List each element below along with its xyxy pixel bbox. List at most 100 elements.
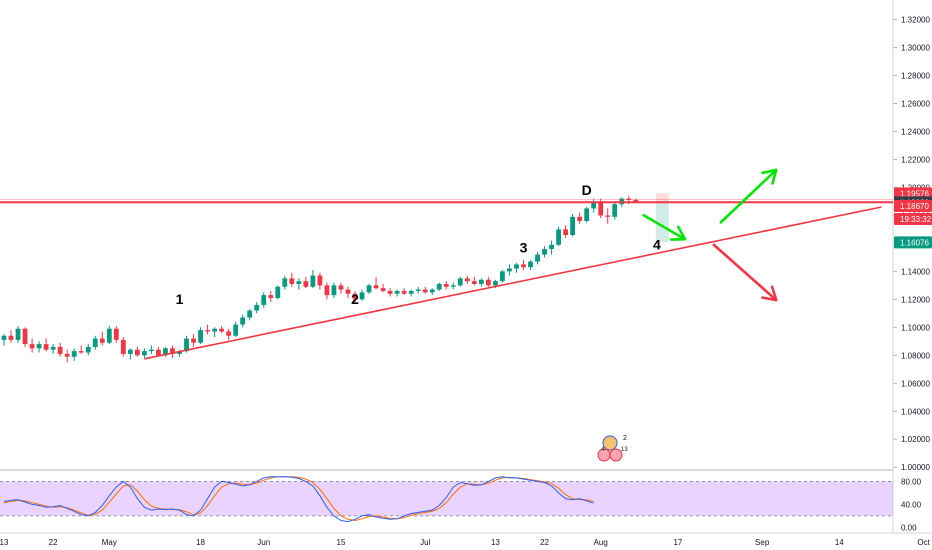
price-tick-label: 1.08000 <box>901 351 930 360</box>
projection-box-upper <box>655 193 669 203</box>
candle-body <box>22 328 28 345</box>
candle-body <box>450 285 456 287</box>
candle-body <box>485 279 491 286</box>
price-label: 1.18670 <box>894 200 932 213</box>
candle-body <box>8 335 14 340</box>
candle-body <box>15 328 21 340</box>
candle-body <box>471 281 477 284</box>
candle-body <box>366 285 372 293</box>
candle-body <box>443 283 449 287</box>
candle-body <box>563 229 568 235</box>
candle-body <box>429 289 435 293</box>
candle-body <box>261 295 267 305</box>
candle-body <box>633 200 639 202</box>
stochastic-tick-label: 0.00 <box>901 523 917 532</box>
candle-body <box>43 344 49 350</box>
price-tick-label: 1.22000 <box>901 155 930 164</box>
candle-body <box>408 290 414 294</box>
candle-body <box>457 278 463 286</box>
candle-body <box>156 349 161 356</box>
candle-body <box>99 338 105 343</box>
candle-body <box>142 351 147 356</box>
candle-body <box>345 289 351 294</box>
trend-line[interactable] <box>144 206 882 360</box>
candle-body <box>134 349 140 356</box>
candle-body <box>584 208 590 222</box>
time-tick-label: Jul <box>420 538 430 547</box>
candle-body <box>219 328 225 332</box>
candle-body <box>184 338 189 352</box>
candle-body <box>275 286 281 298</box>
price-tick-label: 1.24000 <box>901 127 930 136</box>
candle-body <box>380 288 386 291</box>
candle-body <box>612 204 618 217</box>
candle-body <box>282 278 288 287</box>
candle-body <box>317 275 323 286</box>
price-tick-label: 1.12000 <box>901 295 930 304</box>
candle-body <box>338 285 344 290</box>
price-tick-label: 1.06000 <box>901 379 930 388</box>
price-tick-label: 1.04000 <box>901 407 930 416</box>
candle-body <box>521 264 526 268</box>
candle-body <box>324 285 330 296</box>
candle-body <box>493 281 498 286</box>
candle-body <box>163 348 168 356</box>
candle-body <box>198 330 203 343</box>
stochastic-k-line <box>3 476 594 523</box>
projection-arrow[interactable] <box>712 243 778 302</box>
candle-body <box>591 201 597 209</box>
price-tick-label: 1.30000 <box>901 44 930 53</box>
candle-body <box>500 271 505 282</box>
time-tick-label: 14 <box>835 538 844 547</box>
wave-label: 4 <box>653 237 661 253</box>
projection-arrow[interactable] <box>719 168 778 225</box>
candle-body <box>373 285 379 289</box>
candle-body <box>85 346 91 353</box>
svg-text:1.16076: 1.16076 <box>900 238 929 247</box>
price-label: 1.16076 <box>894 236 932 249</box>
candle-body <box>71 351 77 357</box>
candle-body <box>212 328 217 332</box>
time-tick-label: 13 <box>491 538 500 547</box>
wave-label: 2 <box>351 291 359 307</box>
candle-body <box>149 349 154 352</box>
candle-body <box>478 279 484 284</box>
candle-body <box>605 215 611 217</box>
ticker-events-icon[interactable]: 2 4 13 <box>597 435 628 462</box>
time-axis[interactable]: 13 22 May 18 Jun 15 Jul 13 22 Aug 17 Sep 14 Oct <box>0 532 932 547</box>
drawings: 1 2 3 D 4 <box>0 168 893 360</box>
candle-body <box>1 335 7 340</box>
candle-body <box>387 290 393 294</box>
stochastic-band <box>0 481 893 516</box>
candle-body <box>535 254 540 262</box>
icon-count-right: 13 <box>621 447 628 453</box>
icon-count-top: 2 <box>623 435 627 442</box>
candle-body <box>120 339 126 354</box>
candle-body <box>233 324 239 336</box>
time-tick-label: 22 <box>540 538 549 547</box>
candle-body <box>268 295 274 298</box>
price-tick-label: 1.32000 <box>901 16 930 25</box>
candle-body <box>514 264 519 269</box>
candle-body <box>352 293 358 300</box>
candle-body <box>296 281 302 284</box>
candle-body <box>464 278 470 282</box>
candle-body <box>422 289 428 293</box>
stochastic-pane: 80.00 40.00 0.00 <box>0 469 922 532</box>
stochastic-tick-label: 80.00 <box>901 477 922 486</box>
candle-body <box>436 283 442 290</box>
candle-body <box>177 351 182 354</box>
projection-box-lower <box>655 202 669 243</box>
candle-body <box>226 331 232 336</box>
candle-body <box>303 281 309 287</box>
candle-body <box>113 328 119 340</box>
time-tick-label: 17 <box>673 538 682 547</box>
candle-body <box>254 304 260 311</box>
candle-body <box>191 338 196 343</box>
price-tick-label: 1.26000 <box>901 100 930 109</box>
time-tick-label: Sep <box>755 538 770 547</box>
candle-body <box>205 330 210 332</box>
projection-arrow[interactable] <box>642 213 687 241</box>
candle-body <box>570 216 576 235</box>
